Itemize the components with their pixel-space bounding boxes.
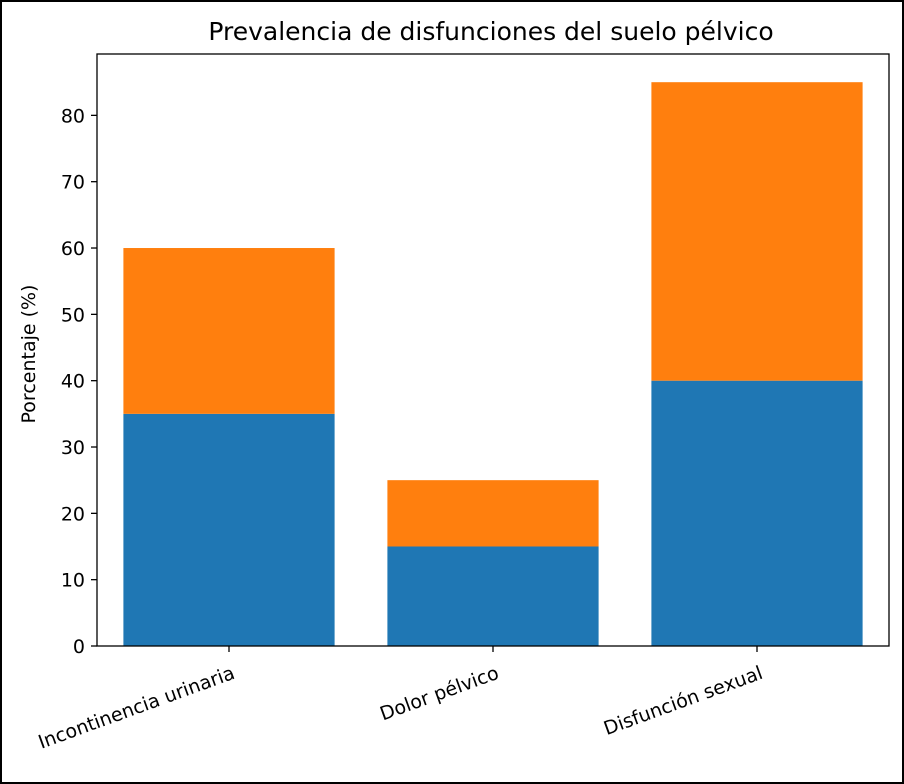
bar-segment <box>387 480 599 547</box>
y-tick-label: 0 <box>73 636 85 658</box>
y-tick-label: 30 <box>61 437 85 459</box>
plot-area: 0 10 20 30 40 50 60 70 80 Incontinencia urinaria D… <box>35 53 890 754</box>
bar-segment <box>123 248 335 414</box>
y-tick-label: 40 <box>61 371 85 393</box>
y-tick-label: 20 <box>61 503 85 525</box>
x-tick-label: Disfunción sexual <box>601 662 766 740</box>
y-tick-label: 10 <box>61 570 85 592</box>
y-tick-label: 50 <box>61 304 85 326</box>
x-tick-label: Incontinencia urinaria <box>35 662 237 754</box>
chart-title: Prevalencia de disfunciones del suelo pé… <box>208 17 773 46</box>
y-tick-label: 70 <box>61 172 85 194</box>
bar-segment <box>651 82 863 381</box>
y-tick-label: 80 <box>61 105 85 127</box>
y-axis-label: Porcentaje (%) <box>18 285 40 424</box>
bar-segment <box>651 380 863 646</box>
x-tick-label: Dolor pélvico <box>377 662 502 725</box>
bar-segment <box>387 546 599 646</box>
bar-segment <box>123 413 335 646</box>
y-tick-label: 60 <box>61 238 85 260</box>
